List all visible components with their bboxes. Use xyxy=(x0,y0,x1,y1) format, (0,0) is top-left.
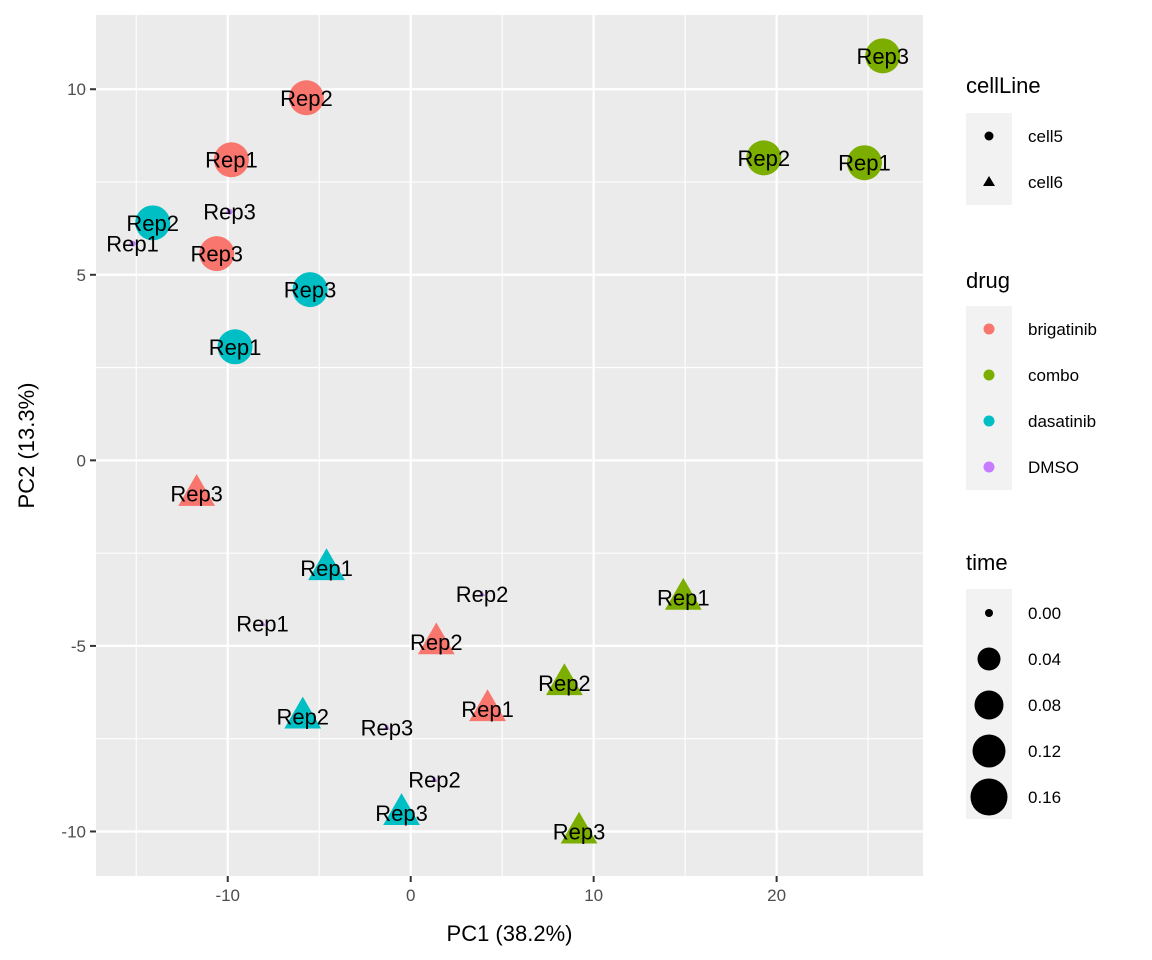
point-label: Rep3 xyxy=(284,278,337,303)
point-label: Rep3 xyxy=(170,482,223,507)
point-label: Rep2 xyxy=(126,211,179,236)
y-tick-label: 10 xyxy=(67,80,86,99)
legend-color-dot-combo xyxy=(983,369,995,381)
x-tick-label: -10 xyxy=(215,886,240,905)
x-axis-title: PC1 (38.2%) xyxy=(447,921,573,946)
legend-color-dot-DMSO xyxy=(983,461,995,473)
point-DMSO-rep3-triangle xyxy=(383,724,391,730)
point-dasatinib-rep2-triangle xyxy=(284,696,322,729)
major-gridlines xyxy=(96,15,923,876)
point-label: Rep3 xyxy=(375,801,428,826)
y-axis: -10 -5 0 5 10 xyxy=(61,80,96,841)
point-label: Rep3 xyxy=(203,200,256,225)
point-dasatinib-rep2-circle xyxy=(135,205,171,241)
legend-size-dot xyxy=(970,778,1008,816)
legend-label-time: 0.12 xyxy=(1028,742,1061,761)
legend-label-dasatinib: dasatinib xyxy=(1028,412,1096,431)
point-dasatinib-rep3-circle xyxy=(292,272,328,308)
point-label: Rep1 xyxy=(300,556,353,581)
legend-size-dot xyxy=(972,734,1006,768)
legend-label-combo: combo xyxy=(1028,366,1079,385)
point-label: Rep3 xyxy=(553,819,606,844)
legend-key-background xyxy=(966,306,1012,490)
legend-label-DMSO: DMSO xyxy=(1028,458,1079,477)
point-label: Rep1 xyxy=(209,335,262,360)
point-label: Rep2 xyxy=(280,86,333,111)
point-dasatinib-rep3-triangle xyxy=(383,793,420,826)
point-combo-rep1-circle xyxy=(846,145,882,181)
legend-label-time: 0.08 xyxy=(1028,696,1061,715)
point-brigatinib-rep3-circle xyxy=(199,236,235,272)
legend-size-dot xyxy=(985,609,993,617)
legend-key-background xyxy=(966,113,1012,205)
point-dasatinib-rep1-circle xyxy=(217,329,253,365)
point-label: Rep1 xyxy=(838,151,891,176)
legend-size-dot xyxy=(977,647,1001,671)
point-label: Rep2 xyxy=(738,146,791,171)
point-DMSO-rep2-triangle xyxy=(478,590,486,597)
legend-circle-icon xyxy=(984,131,994,141)
point-label: Rep1 xyxy=(461,697,514,722)
y-tick-label: 5 xyxy=(77,266,86,285)
y-tick-label: 0 xyxy=(77,451,86,470)
point-label: Rep3 xyxy=(190,242,243,267)
data-points xyxy=(129,38,901,844)
point-DMSO-rep1-triangle xyxy=(259,620,266,626)
point-combo-rep2-triangle xyxy=(546,663,583,696)
point-DMSO-rep1-circle xyxy=(129,240,136,247)
plot-panel xyxy=(96,15,923,876)
point-combo-rep3-circle xyxy=(865,38,901,74)
point-label: Rep2 xyxy=(456,582,509,607)
point-label: Rep2 xyxy=(276,704,329,729)
legend-label-time: 0.00 xyxy=(1028,604,1061,623)
legend-title: drug xyxy=(966,268,1010,293)
point-brigatinib-rep2-triangle xyxy=(417,622,455,655)
legend-label-time: 0.04 xyxy=(1028,650,1061,669)
point-dasatinib-rep1-triangle xyxy=(308,548,345,581)
legend-label-time: 0.16 xyxy=(1028,788,1061,807)
x-axis: -10 0 10 20 xyxy=(215,876,786,905)
x-tick-label: 20 xyxy=(767,886,786,905)
point-combo-rep2-circle xyxy=(746,140,782,176)
legend-triangle-icon xyxy=(983,176,995,186)
point-brigatinib-rep1-circle xyxy=(213,142,249,178)
point-label: Rep1 xyxy=(205,148,258,173)
point-combo-rep1-triangle xyxy=(664,577,702,610)
point-label: Rep2 xyxy=(408,768,461,793)
point-DMSO-rep3-circle xyxy=(226,208,233,215)
x-tick-label: 10 xyxy=(584,886,603,905)
legend-title: cellLine xyxy=(966,73,1041,98)
point-label: Rep2 xyxy=(410,630,463,655)
point-brigatinib-rep1-triangle xyxy=(469,689,506,722)
point-label: Rep1 xyxy=(236,612,289,637)
point-label: Rep1 xyxy=(106,232,159,257)
legend-color-dot-dasatinib xyxy=(983,415,995,427)
y-tick-label: -10 xyxy=(61,822,86,841)
legend-label-cell5: cell5 xyxy=(1028,127,1063,146)
point-label: Rep1 xyxy=(657,586,710,611)
legend-label-cell6: cell6 xyxy=(1028,173,1063,192)
point-combo-rep3-triangle xyxy=(560,811,598,844)
y-tick-label: -5 xyxy=(71,637,86,656)
point-label: Rep3 xyxy=(856,44,909,69)
point-label: Rep3 xyxy=(361,716,414,741)
legend: cellLine cell5 cell6 drug brigatinib combo das… xyxy=(966,73,1097,819)
y-axis-title: PC2 (13.3%) xyxy=(14,383,39,509)
legend-title: time xyxy=(966,550,1008,575)
x-tick-label: 0 xyxy=(406,886,415,905)
point-label: Rep2 xyxy=(538,671,591,696)
point-brigatinib-rep3-triangle xyxy=(178,474,216,506)
point-brigatinib-rep2-circle xyxy=(288,80,324,116)
legend-label-brigatinib: brigatinib xyxy=(1028,320,1097,339)
legend-color-dot-brigatinib xyxy=(983,323,995,335)
point-DMSO-rep2-triangle xyxy=(431,776,438,782)
legend-size-dot xyxy=(974,690,1004,720)
